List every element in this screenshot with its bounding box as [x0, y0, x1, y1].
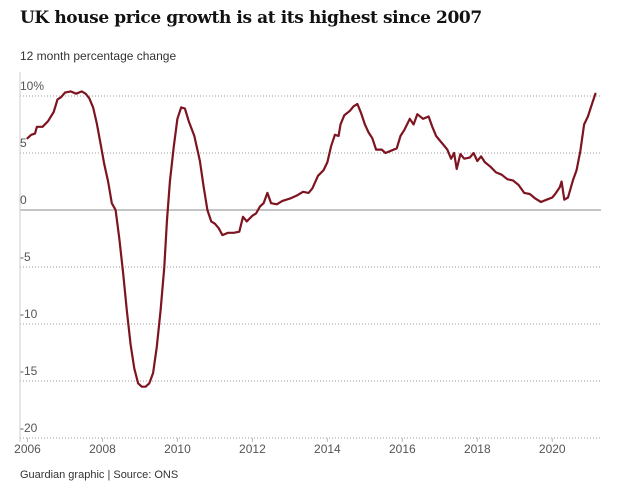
x-tick-label: 2016	[389, 442, 416, 456]
gridlines	[20, 95, 601, 439]
y-tick-label: 5	[20, 136, 27, 150]
y-tick-label: 10%	[20, 79, 44, 93]
x-tick-labels: 2006 2008 2010 2012 2014 2016 2018 2020	[14, 438, 566, 456]
source-note: Guardian graphic | Source: ONS	[20, 469, 179, 481]
x-tick-label: 2012	[239, 442, 266, 456]
chart-subtitle: 12 month percentage change	[20, 49, 177, 63]
y-tick-label: -10	[20, 307, 38, 321]
y-tick-label: 0	[20, 193, 27, 207]
series-line	[26, 90, 597, 388]
x-tick-label: 2018	[464, 442, 491, 456]
y-tick-label: -20	[20, 421, 38, 435]
x-tick-label: 2008	[89, 442, 116, 456]
y-tick-label: -15	[20, 364, 38, 378]
x-tick-label: 2006	[14, 442, 41, 456]
x-tick-label: 2010	[164, 442, 191, 456]
y-tick-label: -5	[20, 250, 31, 264]
x-tick-label: 2020	[539, 442, 566, 456]
y-tick-labels: 10% 5 0 -5 -10 -15 -20	[20, 79, 44, 435]
chart-title: UK house price growth is at its highest …	[20, 8, 482, 28]
x-tick-label: 2014	[314, 442, 341, 456]
